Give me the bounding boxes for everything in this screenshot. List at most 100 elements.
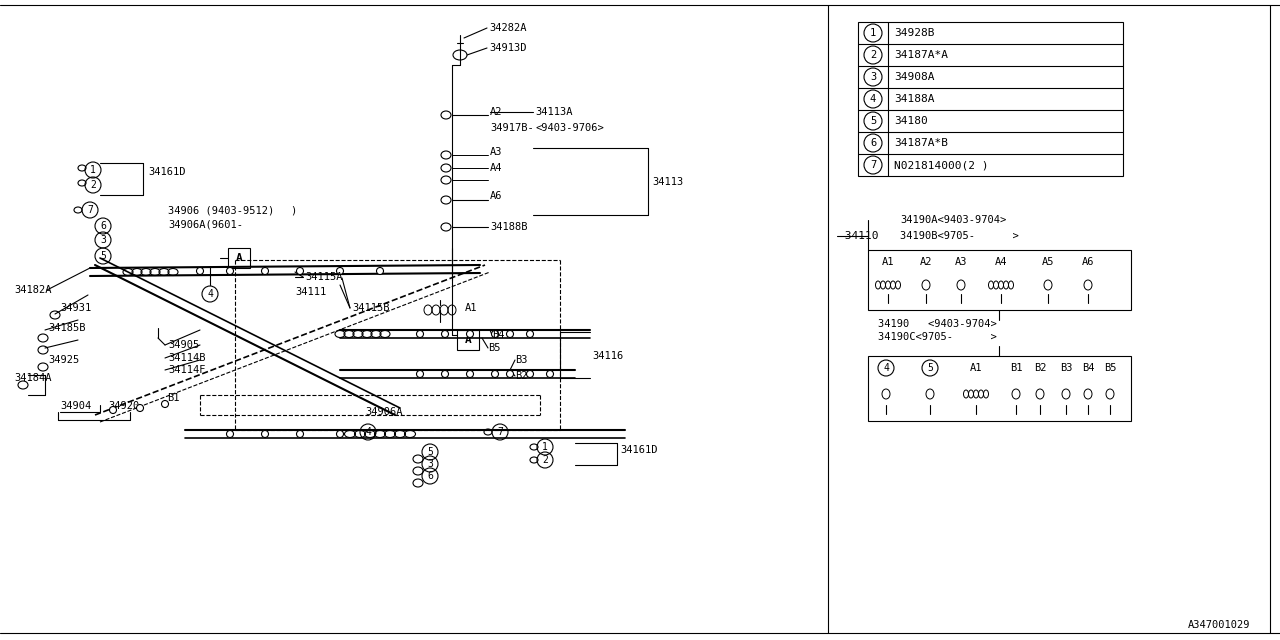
Text: B5: B5 (488, 343, 500, 353)
Circle shape (466, 330, 474, 337)
Text: A1: A1 (465, 303, 477, 313)
Text: 34113A: 34113A (535, 107, 572, 117)
Circle shape (376, 268, 384, 275)
Text: 5: 5 (870, 116, 876, 126)
Text: 6: 6 (100, 221, 106, 231)
Text: 34190A<9403-9704>: 34190A<9403-9704> (900, 215, 1006, 225)
Text: 34925: 34925 (49, 355, 79, 365)
Circle shape (492, 330, 498, 337)
Circle shape (507, 330, 513, 337)
Text: 34161D: 34161D (620, 445, 658, 455)
Circle shape (227, 431, 233, 438)
Text: 5: 5 (100, 251, 106, 261)
Text: 34188A: 34188A (893, 94, 934, 104)
Text: 5: 5 (428, 447, 433, 457)
Circle shape (492, 371, 498, 378)
Text: A5: A5 (1042, 257, 1055, 267)
Circle shape (337, 431, 343, 438)
Circle shape (261, 431, 269, 438)
Text: 34917B-: 34917B- (490, 123, 534, 133)
Text: 34185B: 34185B (49, 323, 86, 333)
Text: 4: 4 (870, 94, 876, 104)
Text: 4: 4 (207, 289, 212, 299)
Text: 34190C<9705-      >: 34190C<9705- > (878, 332, 997, 342)
Text: N021814000(2 ): N021814000(2 ) (893, 160, 988, 170)
Circle shape (161, 401, 169, 408)
Text: A: A (465, 335, 471, 345)
Text: 2: 2 (541, 455, 548, 465)
Text: 34116: 34116 (593, 351, 623, 361)
Text: 7: 7 (497, 427, 503, 437)
Circle shape (507, 371, 513, 378)
Text: 1: 1 (90, 165, 96, 175)
Circle shape (466, 371, 474, 378)
Text: 34187A*A: 34187A*A (893, 50, 948, 60)
Circle shape (416, 371, 424, 378)
Text: A3: A3 (490, 147, 503, 157)
Text: A6: A6 (490, 191, 503, 201)
Text: 34184A: 34184A (14, 373, 51, 383)
Text: B4: B4 (1082, 363, 1094, 373)
Text: 3: 3 (428, 459, 433, 469)
Circle shape (110, 406, 116, 413)
Text: 34190B<9705-      >: 34190B<9705- > (900, 231, 1019, 241)
Text: B3: B3 (1060, 363, 1073, 373)
Text: 34906A: 34906A (365, 407, 402, 417)
Text: A3: A3 (955, 257, 968, 267)
Text: B5: B5 (1103, 363, 1116, 373)
Text: B3: B3 (515, 355, 527, 365)
Text: 34113: 34113 (652, 177, 684, 187)
Text: 5: 5 (927, 363, 933, 373)
Text: -34110: -34110 (838, 231, 878, 241)
Text: B1: B1 (166, 393, 179, 403)
Text: 34187A*B: 34187A*B (893, 138, 948, 148)
Text: 34115A: 34115A (305, 272, 343, 282)
Text: A4: A4 (490, 163, 503, 173)
Text: 34114F: 34114F (168, 365, 206, 375)
Text: 4: 4 (883, 363, 888, 373)
Text: 34928B: 34928B (893, 28, 934, 38)
Text: 1: 1 (870, 28, 876, 38)
Circle shape (526, 371, 534, 378)
Text: 34115B: 34115B (352, 303, 389, 313)
Text: 7: 7 (87, 205, 93, 215)
Bar (868, 356, 1132, 421)
Text: A2: A2 (490, 107, 503, 117)
Text: 34182A: 34182A (14, 285, 51, 295)
Text: 34931: 34931 (60, 303, 91, 313)
Text: 34114B: 34114B (168, 353, 206, 363)
Bar (228, 248, 250, 268)
Text: 34906 (9403-9512): 34906 (9403-9512) (168, 205, 274, 215)
Bar (457, 330, 479, 350)
Circle shape (416, 330, 424, 337)
Text: 34920: 34920 (108, 401, 140, 411)
Text: 6: 6 (870, 138, 876, 148)
Circle shape (442, 371, 448, 378)
Text: 3: 3 (870, 72, 876, 82)
Text: A6: A6 (1082, 257, 1094, 267)
Text: A1: A1 (970, 363, 982, 373)
Text: 4: 4 (365, 427, 371, 437)
Bar (868, 250, 1132, 310)
Circle shape (197, 268, 204, 275)
Text: 7: 7 (870, 160, 876, 170)
Text: 34906A(9601-: 34906A(9601- (168, 219, 243, 229)
Circle shape (547, 371, 553, 378)
Text: A: A (236, 253, 242, 263)
Circle shape (442, 330, 448, 337)
Text: B2: B2 (515, 371, 527, 381)
Text: A4: A4 (995, 257, 1007, 267)
Circle shape (297, 268, 303, 275)
Circle shape (526, 330, 534, 337)
Circle shape (137, 404, 143, 412)
Text: ): ) (291, 205, 296, 215)
Text: 34180: 34180 (893, 116, 928, 126)
Text: 34190   <9403-9704>: 34190 <9403-9704> (878, 319, 997, 329)
Text: 2: 2 (870, 50, 876, 60)
Text: A347001029: A347001029 (1188, 620, 1251, 630)
Bar (858, 22, 1123, 176)
Text: 1: 1 (541, 442, 548, 452)
Text: B4: B4 (492, 330, 504, 340)
Text: 34908A: 34908A (893, 72, 934, 82)
Text: 34905: 34905 (168, 340, 200, 350)
